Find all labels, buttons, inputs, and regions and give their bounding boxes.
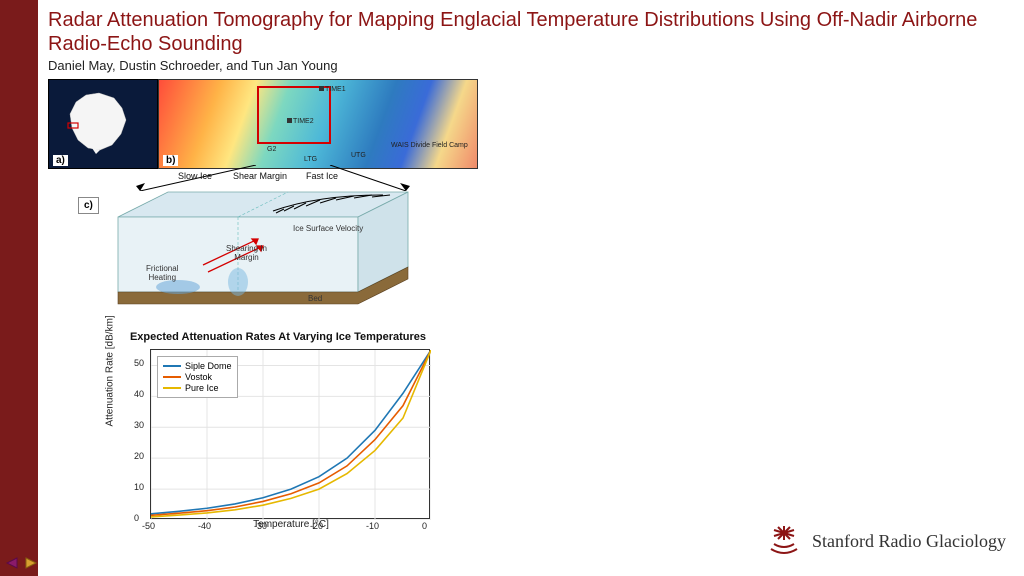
marker-utg: UTG	[351, 152, 366, 159]
chart-legend: Siple Dome Vostok Pure Ice	[157, 356, 238, 398]
content-area: Radar Attenuation Tomography for Mapping…	[48, 8, 1012, 541]
label-shear-margin: Shear Margin	[233, 171, 287, 181]
marker-g2: G2	[267, 146, 276, 153]
panel-c: c) Ice Surface Velocity Shearing In	[108, 187, 438, 327]
legend-vostok: Vostok	[185, 372, 212, 382]
marker-time1: TIME1	[319, 86, 346, 93]
label-bed: Bed	[308, 295, 322, 304]
panel-b: TIME1 TIME2 G2 LTG UTG WAIS Divide Field…	[158, 79, 478, 169]
marker-time2: TIME2	[287, 118, 314, 125]
figure-row-ab: a) TIME1 TIME2 G2 LTG UTG WAIS Divide Fi…	[48, 79, 1012, 169]
nav-buttons	[4, 556, 39, 570]
page-title: Radar Attenuation Tomography for Mapping…	[48, 8, 1012, 56]
label-fast-ice: Fast Ice	[306, 171, 338, 181]
panel-c-label: c)	[78, 197, 99, 214]
marker-wais: WAIS Divide Field Camp	[391, 142, 468, 149]
study-area-box	[257, 86, 331, 144]
marker-ltg: LTG	[304, 156, 317, 163]
panel-a: a)	[48, 79, 158, 169]
chart-ylabel: Attenuation Rate [dB/km]	[105, 315, 116, 426]
label-friction: Frictional Heating	[146, 265, 178, 283]
logo-icon	[766, 524, 802, 558]
antarctica-icon	[64, 90, 134, 155]
authors: Daniel May, Dustin Schroeder, and Tun Ja…	[48, 58, 1012, 73]
logo-text: Stanford Radio Glaciology	[812, 531, 1006, 552]
logo: Stanford Radio Glaciology	[766, 524, 1006, 558]
label-shearing: Shearing In Margin	[226, 245, 267, 263]
sidebar-accent	[0, 0, 38, 576]
prev-button[interactable]	[4, 556, 20, 570]
plot-box: Siple Dome Vostok Pure Ice Temperature […	[150, 349, 430, 519]
label-slow-ice: Slow Ice	[178, 171, 212, 181]
legend-siple: Siple Dome	[185, 361, 232, 371]
attenuation-chart: Expected Attenuation Rates At Varying Ic…	[108, 331, 448, 541]
next-button[interactable]	[23, 556, 39, 570]
chart-title: Expected Attenuation Rates At Varying Ic…	[108, 331, 448, 343]
legend-pure: Pure Ice	[185, 383, 219, 393]
label-velocity: Ice Surface Velocity	[293, 225, 363, 234]
